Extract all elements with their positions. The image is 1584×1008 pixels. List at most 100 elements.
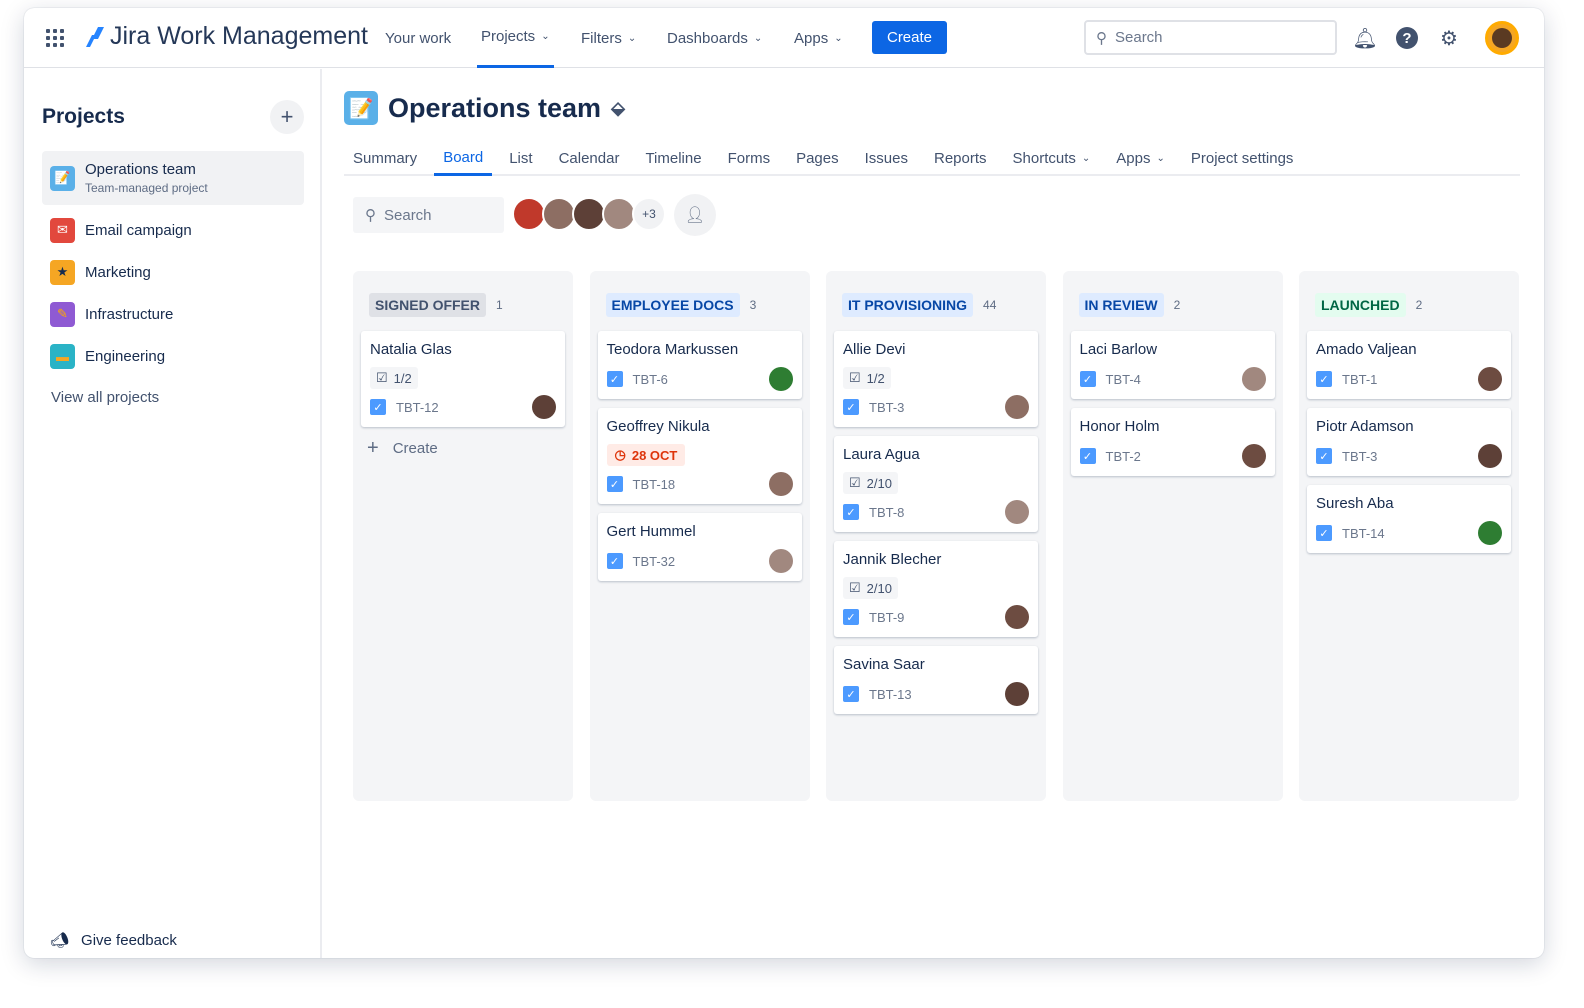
board-column: SIGNED OFFER 1 Natalia Glas ☑ 1/2 ✓ TBT-12 + Cre… (353, 271, 573, 801)
card-title: Savina Saar (843, 656, 925, 673)
profile-avatar[interactable] (1485, 21, 1519, 55)
issue-card[interactable]: Savina Saar ✓ TBT-13 (834, 646, 1038, 714)
issue-card[interactable]: Geoffrey Nikula ◷ 28 OCT ✓ TBT-18 (597, 408, 802, 504)
due-date: 28 OCT (631, 447, 678, 463)
sidebar-project-engineering[interactable]: ▬ Engineering (42, 335, 304, 377)
tab-list[interactable]: List (500, 141, 541, 176)
card-footer: ✓ TBT-13 (843, 682, 1029, 706)
create-issue-button[interactable]: + Create (353, 427, 573, 470)
issue-key[interactable]: TBT-8 (869, 504, 905, 520)
issue-card[interactable]: Piotr Adamson ✓ TBT-3 (1307, 408, 1511, 476)
issue-card[interactable]: Natalia Glas ☑ 1/2 ✓ TBT-12 (361, 331, 565, 427)
assignee-avatar[interactable] (532, 395, 556, 419)
assignee-avatar[interactable] (1241, 367, 1266, 391)
issue-card[interactable]: Honor Holm ✓ TBT-2 (1070, 408, 1275, 476)
assignee-avatar[interactable] (1478, 367, 1502, 391)
issue-card[interactable]: Allie Devi ☑ 1/2 ✓ TBT-3 (834, 331, 1038, 427)
tab-calendar[interactable]: Calendar (550, 141, 629, 176)
column-count: 1 (496, 298, 503, 312)
avatar[interactable] (572, 197, 606, 231)
issue-key[interactable]: TBT-4 (1105, 371, 1141, 387)
sidebar-project-infrastructure[interactable]: ✎ Infrastructure (42, 293, 304, 335)
tab-board[interactable]: Board (434, 141, 493, 176)
give-feedback-button[interactable]: 📣︎ Give feedback (50, 931, 177, 950)
issue-card[interactable]: Gert Hummel ✓ TBT-32 (597, 513, 802, 581)
add-people-button[interactable]: 👤︎ (674, 194, 716, 236)
issue-key[interactable]: TBT-2 (1105, 448, 1141, 464)
app-switcher-icon[interactable] (46, 29, 64, 47)
settings-gear-icon[interactable]: ⚙ (1440, 27, 1458, 50)
task-checkbox-icon: ✓ (1316, 448, 1332, 464)
avatar[interactable] (542, 197, 576, 231)
board-search-input[interactable]: ⚲ Search (353, 197, 504, 233)
assignee-avatar[interactable] (768, 367, 793, 391)
help-icon[interactable]: ? (1396, 27, 1418, 49)
issue-card[interactable]: Amado Valjean ✓ TBT-1 (1307, 331, 1511, 399)
paint-bucket-icon[interactable]: ⬙ (611, 97, 625, 118)
assignee-avatar[interactable] (768, 472, 793, 496)
megaphone-icon: 📣︎ (50, 932, 70, 949)
subtask-value: 1/2 (393, 370, 412, 386)
tab-reports[interactable]: Reports (925, 141, 996, 176)
card-title: Honor Holm (1079, 418, 1160, 435)
tab-timeline[interactable]: Timeline (636, 141, 710, 176)
issue-key[interactable]: TBT-6 (632, 371, 668, 387)
card-title: Suresh Aba (1316, 495, 1394, 512)
issue-key[interactable]: TBT-14 (1342, 525, 1385, 541)
issue-card[interactable]: Laci Barlow ✓ TBT-4 (1070, 331, 1275, 399)
jira-logo[interactable]: Jira Work Management (82, 22, 368, 51)
card-footer: ✓ TBT-3 (843, 395, 1029, 419)
issue-key[interactable]: TBT-3 (1342, 448, 1378, 464)
avatar[interactable] (512, 197, 546, 231)
create-button[interactable]: Create (872, 21, 947, 54)
issue-key[interactable]: TBT-9 (869, 609, 905, 625)
tab-apps[interactable]: Apps ⌄ (1107, 141, 1174, 176)
assignee-avatar[interactable] (768, 549, 793, 573)
assignee-avatar[interactable] (1005, 500, 1029, 524)
add-project-button[interactable]: + (270, 100, 304, 134)
task-checkbox-icon: ✓ (1079, 448, 1096, 464)
sidebar-project-operations-team[interactable]: 📝 Operations team Team-managed project (42, 151, 304, 205)
assignee-avatar[interactable] (1478, 444, 1502, 468)
tab-project-settings[interactable]: Project settings (1182, 141, 1303, 176)
issue-key[interactable]: TBT-32 (632, 553, 676, 569)
assignee-avatar[interactable] (1241, 444, 1266, 468)
issue-key[interactable]: TBT-18 (632, 476, 676, 492)
issue-card[interactable]: Teodora Markussen ✓ TBT-6 (597, 331, 802, 399)
chevron-down-icon: ⌄ (753, 32, 763, 44)
assignee-avatar[interactable] (1005, 682, 1029, 706)
card-footer: ✓ TBT-3 (1316, 444, 1502, 468)
tab-label: Project settings (1190, 150, 1294, 167)
tab-issues[interactable]: Issues (856, 141, 917, 176)
more-people-badge[interactable]: +3 (632, 197, 666, 231)
notifications-icon[interactable]: 🔔︎ (1352, 27, 1378, 50)
tab-pages[interactable]: Pages (787, 141, 848, 176)
issue-card[interactable]: Laura Agua ☑ 2/10 ✓ TBT-8 (834, 436, 1038, 532)
search-input[interactable]: ⚲ Search (1084, 20, 1337, 55)
issue-card[interactable]: Jannik Blecher ☑ 2/10 ✓ TBT-9 (834, 541, 1038, 637)
assignee-avatar[interactable] (1005, 395, 1029, 419)
avatar[interactable] (602, 197, 636, 231)
issue-key[interactable]: TBT-13 (869, 686, 912, 702)
tab-label: Board (443, 148, 484, 166)
nav-filters[interactable]: Filters ⌄ (581, 29, 637, 47)
nav-your-work[interactable]: Your work (385, 29, 452, 47)
view-all-projects-link[interactable]: View all projects (51, 389, 160, 406)
tab-shortcuts[interactable]: Shortcuts ⌄ (1004, 141, 1100, 176)
assignee-avatar[interactable] (1005, 605, 1029, 629)
nav-dashboards[interactable]: Dashboards ⌄ (667, 29, 763, 47)
issue-key[interactable]: TBT-1 (1342, 371, 1378, 387)
issue-key[interactable]: TBT-3 (869, 399, 905, 415)
issue-key[interactable]: TBT-12 (396, 399, 439, 415)
sidebar-project-email-campaign[interactable]: ✉ Email campaign (42, 209, 304, 251)
tab-summary[interactable]: Summary (344, 141, 426, 176)
tab-forms[interactable]: Forms (719, 141, 780, 176)
column-title: LAUNCHED (1315, 293, 1406, 317)
assignee-avatar[interactable] (1478, 521, 1502, 545)
task-checkbox-icon: ✓ (1079, 371, 1096, 387)
nav-apps[interactable]: Apps ⌄ (794, 29, 843, 47)
nav-projects[interactable]: Projects ⌄ (477, 8, 554, 68)
sidebar-project-marketing[interactable]: ★ Marketing (42, 251, 304, 293)
issue-card[interactable]: Suresh Aba ✓ TBT-14 (1307, 485, 1511, 553)
notepad-icon: 📝 (50, 165, 75, 191)
